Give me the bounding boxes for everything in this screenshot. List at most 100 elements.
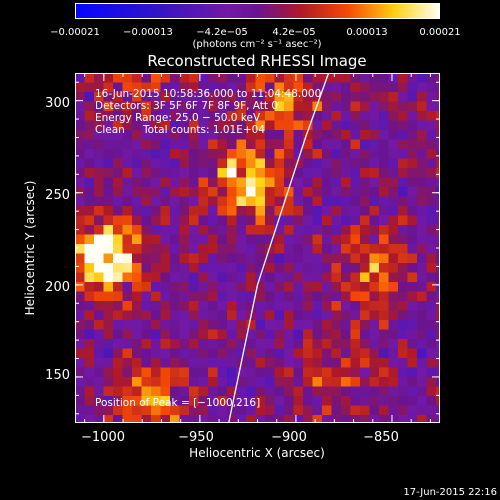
heatmap-cell: [398, 310, 409, 321]
heatmap-cell: [284, 301, 295, 312]
heatmap-cell: [189, 301, 200, 312]
heatmap-cell: [322, 253, 333, 264]
heatmap-cell: [398, 120, 409, 131]
heatmap-cell: [113, 82, 124, 93]
heatmap-cell: [179, 405, 190, 416]
heatmap-cell: [426, 139, 437, 150]
heatmap-cell: [208, 405, 219, 416]
heatmap-cell: [350, 282, 361, 293]
heatmap-cell: [255, 73, 266, 84]
heatmap-cell: [322, 139, 333, 150]
heatmap-cell: [265, 149, 276, 160]
heatmap-cell: [198, 405, 209, 416]
heatmap-cell: [179, 320, 190, 331]
heatmap-cell: [94, 120, 105, 131]
heatmap-cell: [322, 291, 333, 302]
heatmap-cell: [379, 348, 390, 359]
heatmap-cell: [246, 367, 257, 378]
heatmap-cell: [170, 301, 181, 312]
heatmap-cell: [303, 130, 314, 141]
heatmap-cell: [227, 320, 238, 331]
heatmap-cell: [246, 158, 257, 169]
heatmap-cell: [141, 73, 152, 84]
heatmap-cell: [426, 149, 437, 160]
heatmap-cell: [103, 187, 114, 198]
heatmap-cell: [284, 196, 295, 207]
heatmap-cell: [198, 187, 209, 198]
heatmap-cell: [122, 244, 133, 255]
heatmap-cell: [208, 196, 219, 207]
heatmap-cell: [360, 158, 371, 169]
heatmap-cell: [379, 196, 390, 207]
heatmap-cell: [417, 73, 428, 84]
heatmap-cell: [236, 291, 247, 302]
heatmap-cell: [227, 168, 238, 179]
heatmap-cell: [284, 244, 295, 255]
heatmap-cell: [360, 225, 371, 236]
heatmap-cell: [122, 320, 133, 331]
heatmap-cell: [151, 234, 162, 245]
heatmap-cell: [398, 301, 409, 312]
heatmap-cell: [94, 358, 105, 369]
heatmap-cell: [208, 358, 219, 369]
heatmap-cell: [217, 101, 228, 112]
heatmap-cell: [312, 111, 323, 122]
heatmap-cell: [398, 73, 409, 84]
heatmap-cell: [75, 367, 86, 378]
heatmap-cell: [303, 215, 314, 226]
heatmap-cell: [436, 263, 440, 274]
heatmap-cell: [350, 101, 361, 112]
heatmap-cell: [312, 130, 323, 141]
heatmap-cell: [246, 215, 257, 226]
heatmap-cell: [198, 272, 209, 283]
heatmap-cell: [436, 120, 440, 131]
heatmap-cell: [293, 225, 304, 236]
heatmap-cell: [388, 225, 399, 236]
heatmap-cell: [84, 92, 95, 103]
heatmap-cell: [236, 206, 247, 217]
heatmap-cell: [255, 139, 266, 150]
heatmap-cell: [303, 329, 314, 340]
heatmap-cell: [227, 272, 238, 283]
annotation-detectors: Detectors: 3F 5F 6F 7F 8F 9F, Att 0: [95, 100, 279, 112]
heatmap-cell: [208, 263, 219, 274]
heatmap-cell: [236, 225, 247, 236]
heatmap-cell: [284, 405, 295, 416]
heatmap-cell: [189, 92, 200, 103]
heatmap-cell: [417, 301, 428, 312]
heatmap-cell: [303, 158, 314, 169]
heatmap-cell: [255, 196, 266, 207]
heatmap-cell: [94, 377, 105, 388]
heatmap-cell: [103, 225, 114, 236]
heatmap-cell: [236, 253, 247, 264]
heatmap-cell: [293, 82, 304, 93]
heatmap-cell: [360, 206, 371, 217]
heatmap-cell: [284, 253, 295, 264]
heatmap-cell: [217, 367, 228, 378]
heatmap-cell: [75, 196, 86, 207]
heatmap-cell: [293, 386, 304, 397]
heatmap-cell: [189, 215, 200, 226]
heatmap-cell: [265, 158, 276, 169]
heatmap-cell: [265, 320, 276, 331]
heatmap-cell: [341, 386, 352, 397]
heatmap-cell: [94, 73, 105, 84]
heatmap-cell: [103, 263, 114, 274]
heatmap-cell: [227, 158, 238, 169]
heatmap-cell: [407, 358, 418, 369]
heatmap-cell: [369, 339, 380, 350]
heatmap-cell: [312, 149, 323, 160]
heatmap-cell: [141, 130, 152, 141]
heatmap-cell: [189, 291, 200, 302]
heatmap-cell: [217, 73, 228, 84]
heatmap-cell: [398, 225, 409, 236]
heatmap-cell: [75, 234, 86, 245]
heatmap-cell: [132, 358, 143, 369]
heatmap-cell: [369, 291, 380, 302]
heatmap-cell: [265, 386, 276, 397]
heatmap-cell: [379, 320, 390, 331]
heatmap-cell: [388, 291, 399, 302]
heatmap-cell: [341, 348, 352, 359]
heatmap-cell: [170, 320, 181, 331]
heatmap-cell: [379, 282, 390, 293]
